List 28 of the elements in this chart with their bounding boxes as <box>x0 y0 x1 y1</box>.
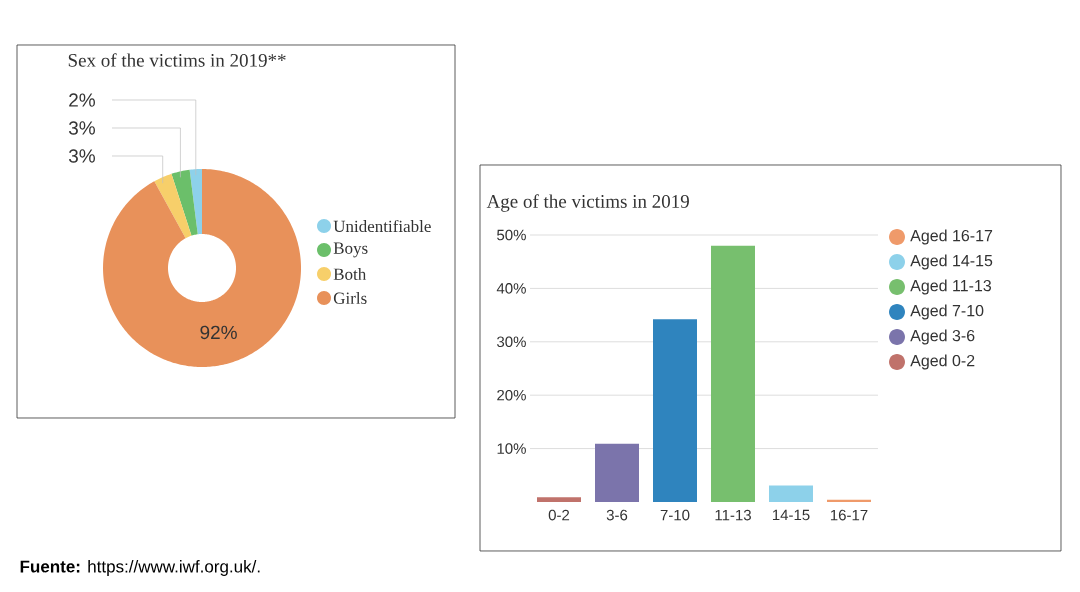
legend-label: Aged 16-17 <box>910 229 993 245</box>
legend-label: Both <box>333 268 367 280</box>
data-label: 3% <box>68 121 95 135</box>
text: Fuente: https://www.iwf.org.uk/. <box>20 560 260 576</box>
x-tick-label: 11-13 <box>715 509 751 521</box>
legend-label: Aged 11-13 <box>910 279 992 295</box>
legend-label: Unidentifiable <box>333 219 431 233</box>
y-tick-label: 10% <box>497 443 526 454</box>
legend-label: Aged 3-6 <box>910 329 975 345</box>
y-tick-label: 40% <box>496 283 526 294</box>
y-tick-label: 30% <box>497 336 526 348</box>
x-tick-label: 3-6 <box>606 509 628 521</box>
x-tick-label: 7-10 <box>660 509 690 521</box>
y-tick-label: 20% <box>497 389 526 401</box>
legend-label: Aged 14-15 <box>910 254 993 270</box>
legend-label: Boys <box>333 242 368 258</box>
data-label: 3% <box>68 149 95 163</box>
x-tick-label: 14-15 <box>772 509 810 521</box>
data-label: 92% <box>200 325 237 340</box>
chart-title: Sex of the victims in 2019** <box>68 53 286 67</box>
data-label: 2% <box>69 93 95 107</box>
legend-label: Aged 0-2 <box>910 354 975 370</box>
x-tick-label: 0-2 <box>548 509 570 521</box>
y-tick-label: 50% <box>497 229 526 241</box>
x-tick-label: 16-17 <box>830 509 868 521</box>
legend-label: Aged 7-10 <box>910 304 984 320</box>
chart-title: Age of the victims in 2019 <box>486 194 689 212</box>
legend-label: Girls <box>333 292 367 304</box>
